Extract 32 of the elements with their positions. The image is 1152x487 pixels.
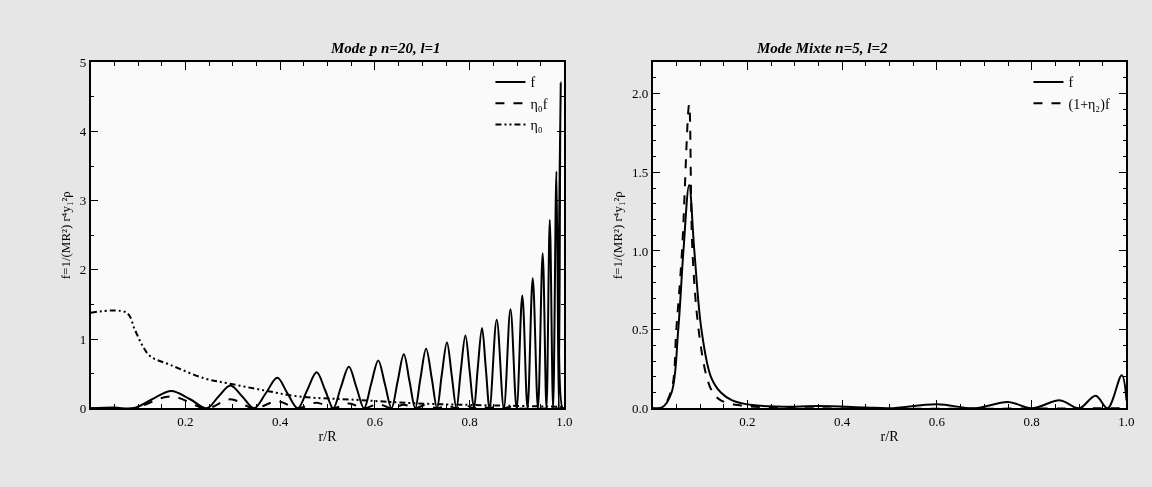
x-tick-label: 0.2 <box>177 413 194 429</box>
x-tick-label: 1.0 <box>556 413 573 429</box>
y-axis-title: f=1/(MR²) r⁴y₁²ρ <box>610 191 626 280</box>
x-tick-label: 0.6 <box>366 413 384 429</box>
y-tick-label: 0 <box>79 400 87 416</box>
legend-label: f <box>1068 75 1074 91</box>
y-tick-label: 5 <box>79 54 87 70</box>
y-tick-label: 2 <box>79 262 87 278</box>
x-axis-title: r/R <box>318 429 338 445</box>
x-tick-label: 0.4 <box>834 413 851 429</box>
y-tick-label: 4 <box>79 123 87 139</box>
y-tick-label: 1.0 <box>632 243 649 259</box>
y-tick-label: 0.0 <box>632 400 649 416</box>
y-axis-title: f=1/(MR²) r⁴y₁²ρ <box>58 191 74 280</box>
y-tick-label: 2.0 <box>632 86 649 102</box>
chart-title: Mode p n=20, l=1 <box>330 40 441 56</box>
x-axis-title: r/R <box>880 429 900 445</box>
legend-label: η₀ <box>530 117 543 133</box>
x-tick-label: 0.6 <box>928 413 946 429</box>
x-tick-label: 0.2 <box>739 413 756 429</box>
x-tick-label: 0.8 <box>461 413 478 429</box>
x-tick-label: 0.8 <box>1023 413 1040 429</box>
x-tick-label: 0.4 <box>272 413 289 429</box>
y-tick-label: 3 <box>79 193 87 209</box>
legend-label: (1+η₂)f <box>1068 96 1110 113</box>
x-tick-label: 1.0 <box>1118 413 1135 429</box>
legend-label: f <box>530 75 536 91</box>
y-tick-label: 0.5 <box>632 322 649 338</box>
chart-title: Mode Mixte n=5, l=2 <box>756 40 888 56</box>
legend-label: η₀f <box>530 96 548 112</box>
y-tick-label: 1 <box>79 331 87 347</box>
y-tick-label: 1.5 <box>632 164 649 180</box>
